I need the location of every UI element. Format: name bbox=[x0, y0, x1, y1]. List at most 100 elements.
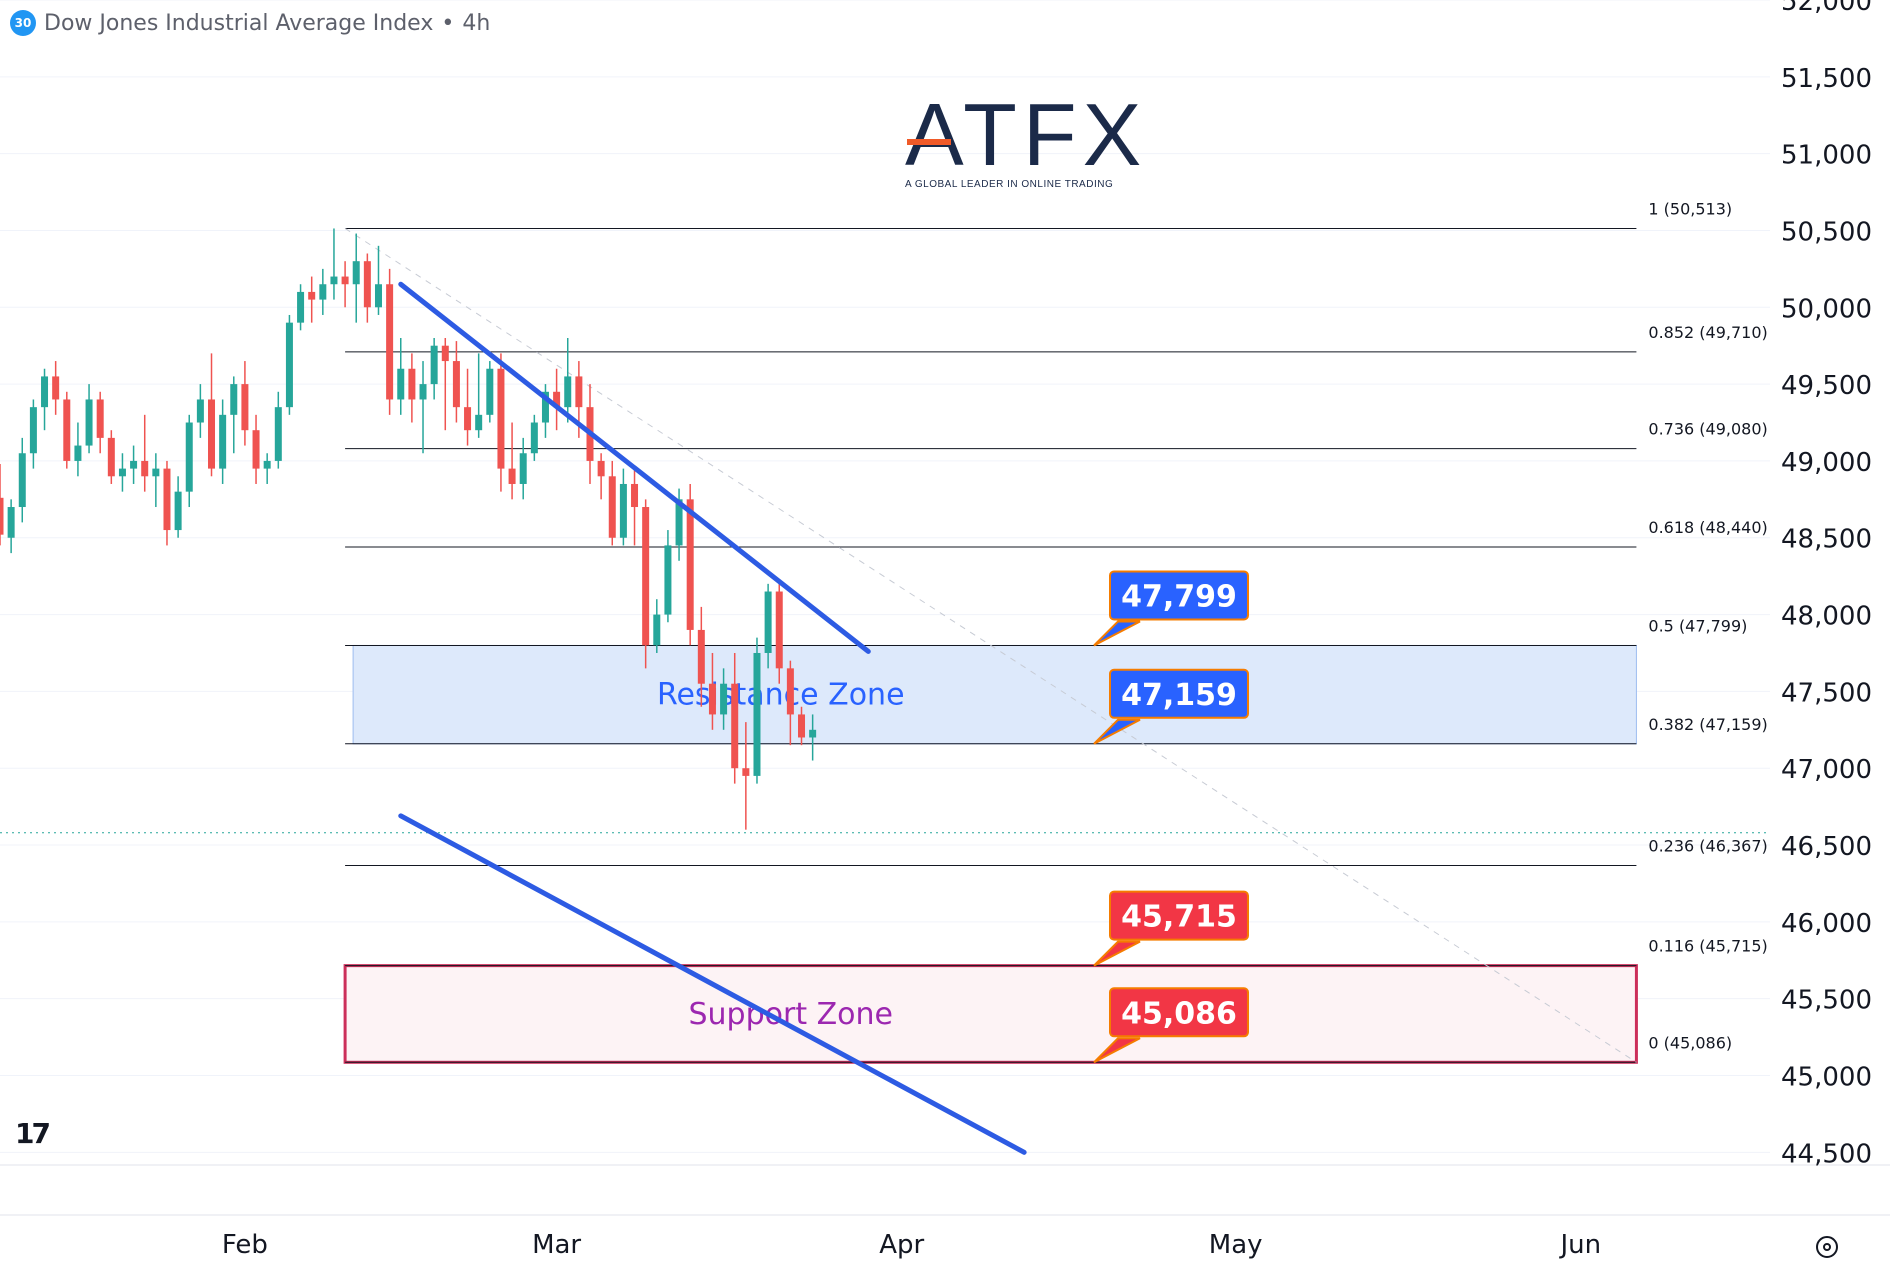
candle bbox=[330, 228, 338, 300]
y-tick-label: 49,000 bbox=[1781, 448, 1872, 478]
candle-body bbox=[731, 683, 739, 769]
candle-body bbox=[241, 384, 249, 431]
trendline-upper-channel bbox=[398, 281, 871, 654]
y-tick-label: 48,500 bbox=[1781, 525, 1872, 555]
candle-body bbox=[185, 422, 193, 492]
candle-body bbox=[363, 261, 371, 308]
candle-body bbox=[497, 368, 505, 469]
candle-body bbox=[475, 414, 483, 431]
y-tick-label: 46,500 bbox=[1781, 832, 1872, 862]
y-tick-label: 52,000 bbox=[1781, 0, 1872, 17]
fib-level-label: 1 (50,513) bbox=[1648, 199, 1732, 218]
candle bbox=[274, 391, 282, 469]
candle-body bbox=[686, 499, 694, 630]
price-callout-pointer bbox=[1093, 718, 1141, 745]
y-tick-label: 50,500 bbox=[1781, 217, 1872, 247]
support-zone bbox=[343, 964, 1638, 1064]
candle bbox=[130, 445, 138, 484]
candle-body bbox=[653, 614, 661, 646]
candle bbox=[152, 453, 160, 508]
candle bbox=[141, 414, 149, 492]
fib-level-label: 0.382 (47,159) bbox=[1648, 715, 1767, 734]
settings-gear-icon[interactable] bbox=[1816, 1236, 1838, 1258]
candle bbox=[208, 353, 216, 477]
candle-body bbox=[0, 497, 4, 535]
y-tick-label: 51,500 bbox=[1781, 64, 1872, 94]
candle-body bbox=[85, 399, 93, 446]
candle-body bbox=[308, 291, 316, 300]
x-tick-label: Feb bbox=[222, 1230, 268, 1260]
candle-body bbox=[775, 591, 783, 669]
candle-body bbox=[464, 407, 472, 431]
candle-body bbox=[786, 668, 794, 715]
price-callout: 47,159 bbox=[1093, 668, 1249, 745]
candle bbox=[41, 368, 49, 431]
candle-body bbox=[764, 591, 772, 653]
candle bbox=[107, 430, 115, 484]
price-callout: 45,715 bbox=[1093, 890, 1249, 967]
logo-accent-bar bbox=[907, 139, 951, 145]
candle bbox=[386, 268, 394, 415]
fib-level-label: 0.5 (47,799) bbox=[1648, 616, 1747, 635]
candle-body bbox=[541, 391, 549, 423]
candle bbox=[174, 476, 182, 538]
candle bbox=[508, 422, 516, 500]
chart-title: Dow Jones Industrial Average Index bbox=[44, 10, 434, 36]
candle bbox=[263, 453, 271, 484]
candle-body bbox=[263, 460, 271, 469]
candle bbox=[341, 261, 349, 308]
candle-body bbox=[163, 468, 171, 531]
candle bbox=[608, 460, 616, 546]
candle bbox=[742, 722, 750, 830]
resistance-zone bbox=[352, 644, 1637, 745]
candle-body bbox=[708, 683, 716, 715]
chart-header: 30 Dow Jones Industrial Average Index • … bbox=[10, 10, 490, 36]
candle-body bbox=[63, 399, 71, 461]
candle-body bbox=[330, 276, 338, 285]
candle-body bbox=[118, 468, 126, 477]
candle-body bbox=[575, 376, 583, 408]
price-callout: 45,086 bbox=[1093, 987, 1249, 1064]
symbol-badge[interactable]: 30 bbox=[10, 10, 36, 36]
candle bbox=[619, 468, 627, 546]
price-callout-pointer bbox=[1093, 940, 1141, 967]
price-callout-text: 45,715 bbox=[1121, 900, 1237, 935]
candle-body bbox=[174, 491, 182, 531]
candle bbox=[163, 460, 171, 546]
resistance-zone-label: Resistance Zone bbox=[657, 678, 905, 713]
candle bbox=[219, 399, 227, 484]
candle bbox=[464, 368, 472, 446]
candle-body bbox=[530, 422, 538, 454]
candle bbox=[519, 437, 527, 500]
candle-body bbox=[697, 629, 705, 684]
price-callout-pointer bbox=[1093, 620, 1141, 647]
candle bbox=[486, 361, 494, 423]
candle-body bbox=[96, 399, 104, 438]
fib-level-label: 0.852 (49,710) bbox=[1648, 323, 1767, 342]
tradingview-logo-icon[interactable]: 17 bbox=[15, 1117, 51, 1150]
candle-body bbox=[7, 507, 15, 538]
x-tick-label: Mar bbox=[532, 1230, 581, 1260]
candle bbox=[553, 368, 561, 431]
candle bbox=[241, 361, 249, 446]
candle bbox=[352, 233, 360, 323]
candle bbox=[430, 338, 438, 400]
candle-body bbox=[219, 414, 227, 469]
candle bbox=[697, 606, 705, 707]
x-tick-label: Jun bbox=[1558, 1230, 1601, 1260]
candle-body bbox=[597, 460, 605, 477]
candle bbox=[475, 353, 483, 438]
candle-body bbox=[408, 368, 416, 400]
candle-body bbox=[74, 445, 82, 461]
price-callout-box bbox=[1109, 570, 1249, 621]
candle-body bbox=[430, 345, 438, 385]
y-tick-label: 45,000 bbox=[1781, 1062, 1872, 1092]
price-callout: 47,799 bbox=[1093, 570, 1249, 647]
y-tick-label: 46,000 bbox=[1781, 909, 1872, 939]
candle bbox=[363, 253, 371, 323]
y-tick-label: 45,500 bbox=[1781, 986, 1872, 1016]
candle bbox=[374, 245, 382, 315]
x-tick-label: May bbox=[1209, 1230, 1263, 1260]
candle-body bbox=[742, 768, 750, 776]
